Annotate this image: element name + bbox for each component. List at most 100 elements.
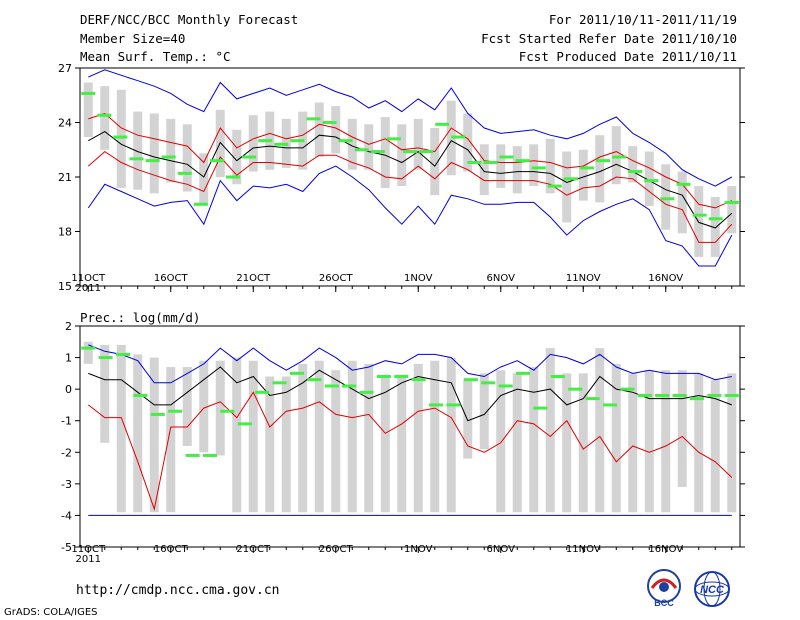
prec-member-marker: [307, 378, 322, 382]
temp-spread-box: [100, 86, 110, 150]
temp-member-marker: [547, 184, 562, 188]
prec-plot-frame: [79, 325, 741, 548]
temp-spread-box: [562, 151, 572, 223]
prec-spread-box: [628, 373, 638, 513]
temp-member-marker: [451, 135, 466, 139]
prec-member-marker: [550, 375, 565, 379]
temp-spread-box: [644, 151, 654, 207]
temp-spread-box: [611, 126, 621, 185]
temp-member-marker: [177, 171, 192, 175]
prec-x-tick-label: 26OCT: [319, 544, 354, 555]
temp-spread-box: [628, 146, 638, 183]
prec-spread-box: [644, 370, 654, 513]
prec-x-tick-label: 1NOV: [404, 544, 433, 555]
prec-y-tick-label: -1: [61, 415, 72, 428]
temp-member-marker: [628, 170, 643, 174]
temp-member-marker: [579, 166, 594, 170]
prec-spread-box: [232, 357, 242, 513]
member-size: Member Size=40: [80, 31, 186, 46]
temp-spread-box: [413, 118, 423, 170]
temp-spread-box: [116, 89, 126, 188]
prec-member-marker: [533, 406, 548, 410]
temp-member-marker: [563, 177, 578, 181]
temp-member-marker: [161, 155, 176, 159]
prec-y-tick-label: 1: [65, 352, 72, 365]
prec-spread-box: [727, 373, 737, 513]
temp-member-marker: [97, 113, 112, 117]
prec-spread-box: [595, 348, 605, 513]
prec-member-marker: [272, 381, 287, 385]
prec-member-marker: [707, 393, 722, 397]
temp-member-marker: [515, 159, 530, 163]
prec-member-marker: [429, 403, 444, 407]
source-url[interactable]: http://cmdp.ncc.cma.gov.cn: [76, 583, 280, 598]
prec-member-marker: [237, 422, 252, 426]
prec-member-marker: [655, 393, 670, 397]
temp-member-marker: [644, 179, 659, 183]
prec-spread-box: [265, 376, 275, 513]
prec-member-marker: [133, 393, 148, 397]
prec-spread-box: [281, 376, 291, 513]
temp-member-marker: [81, 91, 96, 95]
temp-member-marker: [531, 166, 546, 170]
forecast-period: For 2011/10/11-2011/11/19: [548, 12, 737, 27]
prec-spread-box: [512, 373, 522, 513]
temp-y-tick-label: 24: [58, 117, 72, 130]
prec-spread-box: [529, 367, 539, 513]
forecast-started-date: Fcst Started Refer Date 2011/10/10: [481, 31, 737, 46]
temp-member-marker: [403, 150, 417, 154]
prec-spread-box: [298, 363, 308, 513]
temp-member-marker: [435, 122, 450, 126]
temp-x-tick-label: 11OCT: [71, 273, 106, 284]
prec-x-tick-label: 21OCT: [236, 544, 271, 555]
temp-spread-box: [331, 106, 341, 154]
temp-spread-box: [727, 186, 737, 234]
temp-member-marker: [612, 155, 627, 159]
prec-member-marker: [689, 397, 704, 401]
temp-spread-box: [496, 144, 506, 188]
temp-member-marker: [290, 139, 305, 143]
temp-member-marker: [692, 213, 707, 217]
prec-member-marker: [324, 384, 339, 388]
temp-member-marker: [242, 155, 257, 159]
prec-line-ensemble-mean: [88, 366, 732, 422]
prec-x-tick-label: 16NOV: [648, 544, 683, 555]
prec-spread-box: [430, 360, 440, 513]
temp-member-marker: [193, 202, 208, 206]
prec-member-marker: [255, 390, 270, 394]
prec-spread-box: [182, 367, 192, 446]
bcc-logo-text: BCC: [654, 598, 674, 608]
prec-spread-box: [380, 376, 390, 513]
temp-member-marker: [708, 217, 723, 221]
temp-member-marker: [258, 139, 273, 143]
prec-x-tick-label: 11NOV: [566, 544, 601, 555]
prec-member-marker: [150, 412, 165, 416]
prec-spread-box: [496, 370, 506, 513]
temp-line-inner-lower: [87, 150, 733, 243]
temp-spread-box: [232, 129, 242, 185]
temp-x-tick-label: 16OCT: [154, 273, 189, 284]
grads-credit: GrADS: COLA/IGES: [4, 607, 98, 618]
prec-y-tick-label: 0: [65, 383, 72, 396]
prec-member-marker: [672, 393, 687, 397]
prec-member-marker: [359, 390, 374, 394]
temp-x-tick-label: 16NOV: [648, 273, 683, 284]
prec-member-marker: [498, 384, 513, 388]
temp-spread-box: [595, 135, 605, 203]
temp-spread-box: [248, 115, 258, 172]
prec-panel-title: Prec.: log(mm/d): [80, 310, 200, 325]
temp-spread-box: [463, 113, 473, 172]
temp-member-marker: [660, 197, 675, 201]
prec-y-tick-label: -3: [61, 478, 72, 491]
temp-spread-box: [545, 138, 555, 194]
prec-y-tick-label: -2: [61, 446, 72, 459]
prec-member-marker: [568, 387, 583, 391]
prec-spread-box: [463, 379, 473, 459]
prec-spread-box: [331, 370, 341, 513]
temp-member-marker: [724, 200, 739, 204]
prec-y-tick-label: -4: [61, 509, 72, 522]
prec-member-marker: [446, 403, 461, 407]
temp-spread-box: [529, 144, 539, 187]
temp-x-year-label: 2011: [76, 283, 101, 294]
temp-spread-box: [578, 149, 588, 201]
